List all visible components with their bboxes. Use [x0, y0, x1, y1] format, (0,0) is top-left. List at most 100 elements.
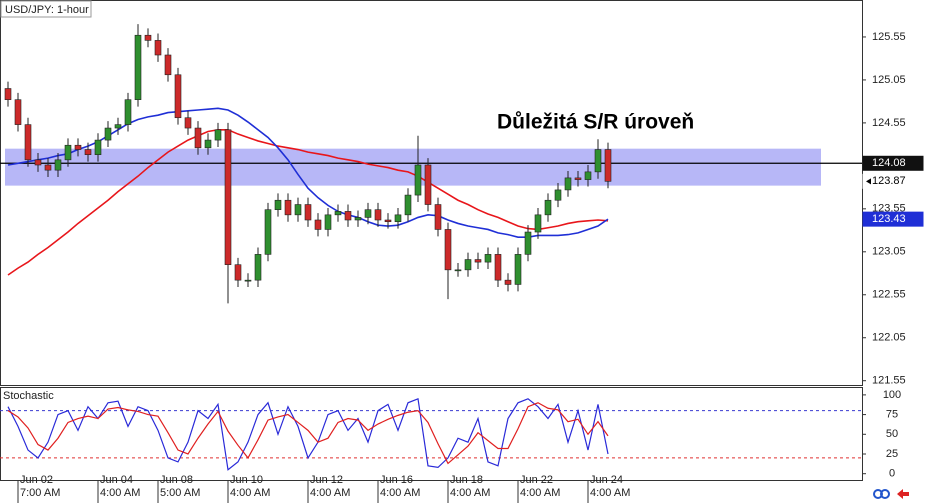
series-line [7, 402, 609, 465]
price-badge [862, 155, 924, 171]
x-tick-label: Jun 04 4:00 AM [100, 474, 140, 499]
price-badge-label: 123.43 [872, 213, 906, 225]
candle-body [74, 144, 82, 150]
candle-body [114, 124, 122, 129]
candle-body [534, 214, 542, 233]
toolbar-icons[interactable] [873, 489, 909, 499]
stochastic-title: Stochastic [3, 390, 54, 402]
series-line [7, 128, 609, 276]
candle-body [374, 209, 382, 221]
stochastic-title-box [1, 388, 56, 402]
candle-body [314, 219, 322, 230]
sr-zone [5, 148, 821, 186]
candle-body [234, 264, 242, 281]
candle-body [254, 254, 262, 281]
candle-body [384, 219, 392, 223]
candle-body [594, 149, 602, 173]
candle-body [464, 259, 472, 271]
y-tick-label: 121.55 [872, 375, 906, 387]
candle-body [284, 199, 292, 216]
stochastic-panel [0, 387, 863, 481]
y-tick-label: 75 [886, 408, 898, 420]
candle-body [304, 204, 312, 221]
candle-body [94, 139, 102, 155]
y-tick-label: 50 [886, 428, 898, 440]
title-box [0, 0, 92, 18]
candle-body [264, 209, 272, 255]
x-tick-label: Jun 18 4:00 AM [450, 474, 490, 499]
candle-body [484, 254, 492, 263]
chart-title: USD/JPY: 1-hour [5, 4, 89, 16]
candle-body [184, 117, 192, 129]
candle-body [4, 88, 12, 100]
candle-body [164, 54, 172, 76]
candle-body [274, 199, 282, 210]
badge-arrow [866, 178, 871, 185]
candle-body [64, 144, 72, 161]
arrow-icon[interactable] [897, 489, 909, 499]
x-tick-label: Jun 22 4:00 AM [520, 474, 560, 499]
x-tick-label: Jun 24 4:00 AM [590, 474, 630, 499]
annotation: Důležitá S/R úroveň [497, 111, 694, 134]
candle-body [294, 204, 302, 216]
candle-body [124, 99, 132, 125]
candle-body [334, 211, 342, 216]
y-tick-label: 0 [889, 468, 895, 480]
candle-body [404, 194, 412, 216]
candle-body [394, 214, 402, 223]
candle-body [214, 129, 222, 141]
candle-body [204, 139, 212, 149]
x-tick-label: Jun 02 7:00 AM [20, 474, 60, 499]
candle-body [434, 204, 442, 230]
x-tick-label: Jun 12 4:00 AM [310, 474, 350, 499]
y-tick-label: 123.05 [872, 246, 906, 258]
candle-body [524, 231, 532, 255]
price-badge-label: 123.87 [872, 175, 906, 187]
candle-body [514, 254, 522, 285]
candle-body [54, 159, 62, 171]
candle-body [504, 279, 512, 285]
x-tick-label: Jun 08 5:00 AM [160, 474, 200, 499]
price-badge [862, 211, 924, 227]
x-tick-label: Jun 10 4:00 AM [230, 474, 270, 499]
candle-body [84, 149, 92, 155]
candle-body [444, 229, 452, 271]
candle-body [104, 127, 112, 141]
candle-body [474, 259, 482, 263]
x-tick-label: Jun 16 4:00 AM [380, 474, 420, 499]
y-tick-label: 124.55 [872, 117, 906, 129]
candle-body [424, 164, 432, 205]
candle-body [144, 34, 152, 41]
y-tick-label: 100 [883, 389, 901, 401]
candle-body [494, 254, 502, 281]
price-panel [0, 0, 863, 386]
y-tick-label: 25 [886, 448, 898, 460]
candle-body [584, 171, 592, 180]
y-tick-label: 125.05 [872, 74, 906, 86]
candle-body [554, 189, 562, 201]
candle-body [24, 124, 32, 161]
candle-body [134, 34, 142, 100]
candle-body [44, 164, 52, 171]
candle-body [564, 177, 572, 191]
y-tick-label: 122.05 [872, 332, 906, 344]
link-icon[interactable] [880, 489, 890, 499]
candle-body [154, 40, 162, 56]
candle-body [574, 177, 582, 180]
candle-body [354, 217, 362, 221]
candle-body [14, 99, 22, 125]
candle-body [344, 211, 352, 221]
y-tick-label: 125.55 [872, 31, 906, 43]
candle-body [364, 209, 372, 218]
price-badge-label: 124.08 [872, 157, 906, 169]
candle-body [414, 164, 422, 196]
price-badge [862, 173, 924, 189]
candle-body [34, 159, 42, 166]
candle-body [454, 269, 462, 272]
candle-body [324, 214, 332, 230]
candle-body [174, 74, 182, 119]
candle-body [604, 149, 612, 182]
candle-body [244, 279, 252, 282]
